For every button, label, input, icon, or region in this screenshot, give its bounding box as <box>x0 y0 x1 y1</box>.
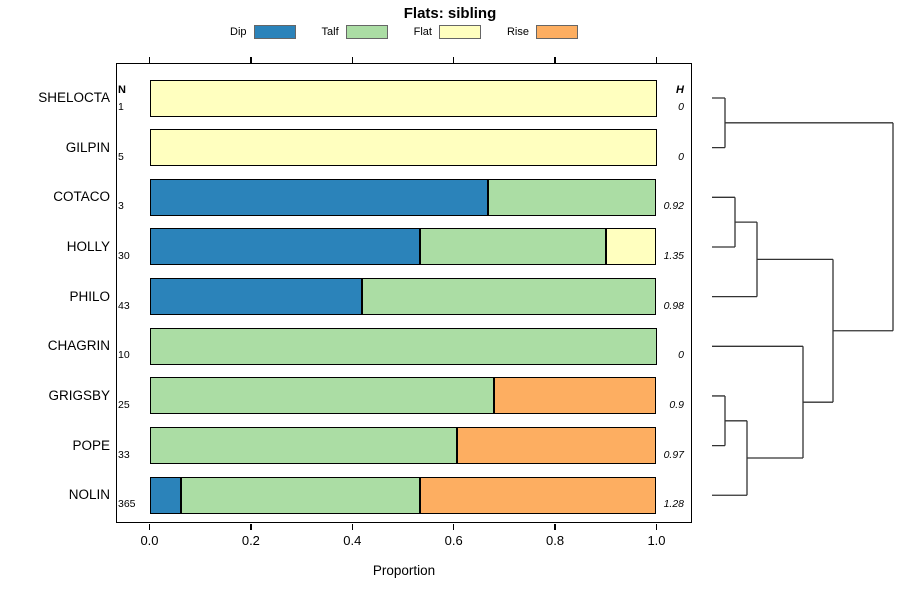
legend-item-dip: Dip <box>230 25 296 39</box>
bar-segment-talf <box>361 278 657 316</box>
bar-grigsby <box>149 377 657 415</box>
bar-segment-dip <box>149 476 182 514</box>
x-tick-bottom <box>250 523 252 530</box>
x-tick-label: 0.4 <box>343 533 362 548</box>
legend-label: Flat <box>413 26 432 38</box>
h-value: 0 <box>678 101 684 113</box>
bar-chagrin <box>149 327 657 365</box>
bar-holly <box>149 228 657 266</box>
category-label-cotaco: COTACO <box>53 189 110 205</box>
category-label-chagrin: CHAGRIN <box>47 338 110 354</box>
category-label-nolin: NOLIN <box>68 487 110 503</box>
bar-segment-talf <box>149 327 657 365</box>
h-value: 0.92 <box>663 200 684 213</box>
category-label-philo: PHILO <box>69 288 110 304</box>
h-column-header: H <box>676 84 684 96</box>
bar-segment-talf <box>419 228 606 266</box>
legend-label: Dip <box>230 26 247 38</box>
x-tick-bottom <box>148 523 151 530</box>
bar-segment-flat <box>605 228 657 266</box>
bar-gilpin <box>149 129 657 167</box>
bar-segment-talf <box>149 427 457 465</box>
x-tick-label: 0.6 <box>444 533 463 548</box>
n-value: 1 <box>118 101 124 113</box>
bar-segment-flat <box>149 79 657 117</box>
x-tick-top <box>148 56 151 63</box>
legend-swatch-dip <box>253 25 296 39</box>
n-value: 3 <box>118 200 124 213</box>
bar-segment-rise <box>456 427 657 465</box>
category-label-pope: POPE <box>72 437 110 453</box>
x-tick-label: 0.2 <box>241 533 260 548</box>
n-value: 33 <box>118 448 130 461</box>
x-tick-bottom <box>351 523 354 530</box>
bar-segment-dip <box>149 278 362 316</box>
bar-segment-dip <box>149 178 488 216</box>
n-value: 10 <box>118 349 130 362</box>
legend-swatch-flat <box>438 25 481 39</box>
bar-segment-talf <box>487 178 657 216</box>
x-tick-top <box>554 56 556 63</box>
bar-segment-dip <box>149 228 420 266</box>
x-tick-label: 1.0 <box>647 533 666 548</box>
x-tick-top <box>655 56 658 63</box>
legend-swatch-rise <box>536 25 578 39</box>
x-tick-bottom <box>452 523 455 530</box>
bar-segment-rise <box>494 377 657 415</box>
n-value: 43 <box>118 299 130 312</box>
x-tick-bottom <box>554 523 556 530</box>
category-label-grigsby: GRIGSBY <box>48 387 110 403</box>
bar-pope <box>149 427 657 465</box>
bar-philo <box>149 278 657 316</box>
bar-cotaco <box>149 178 657 216</box>
legend-label: Talf <box>321 26 339 38</box>
x-tick-bottom <box>655 523 658 530</box>
x-tick-label: 0.8 <box>546 533 565 548</box>
legend: Dip Talf Flat Rise <box>116 23 692 41</box>
legend-swatch-talf <box>345 25 388 39</box>
x-axis-title: Proportion <box>372 563 436 578</box>
legend-item-rise: Rise <box>507 25 578 39</box>
legend-item-flat: Flat <box>414 25 481 39</box>
bar-segment-talf <box>181 476 420 514</box>
h-value: 1.28 <box>663 498 684 511</box>
category-label-shelocta: SHELOCTA <box>38 90 110 105</box>
n-value: 5 <box>118 150 124 163</box>
category-label-gilpin: GILPIN <box>65 139 110 155</box>
h-value: 1.35 <box>663 249 684 262</box>
n-value: 25 <box>118 398 130 411</box>
x-tick-top <box>250 56 252 63</box>
chart-title: Flats: sibling <box>403 5 497 22</box>
bar-shelocta <box>149 79 657 117</box>
h-value: 0 <box>678 150 684 163</box>
bar-segment-rise <box>419 476 657 514</box>
h-value: 0 <box>678 349 684 362</box>
category-label-holly: HOLLY <box>66 238 110 254</box>
legend-label: Rise <box>506 26 529 38</box>
bar-nolin <box>149 476 657 514</box>
dendrogram-lines <box>712 97 894 496</box>
x-tick-top <box>351 56 354 63</box>
h-value: 0.9 <box>669 398 684 411</box>
h-value: 0.98 <box>663 299 684 312</box>
n-value: 30 <box>118 249 130 262</box>
x-tick-top <box>452 56 455 63</box>
bar-segment-flat <box>149 129 657 167</box>
bar-segment-talf <box>149 377 495 415</box>
n-value: 365 <box>118 498 136 511</box>
legend-item-talf: Talf <box>322 25 388 39</box>
x-tick-label: 0.0 <box>140 533 159 548</box>
h-value: 0.97 <box>663 448 684 461</box>
n-column-header: N <box>118 84 126 96</box>
